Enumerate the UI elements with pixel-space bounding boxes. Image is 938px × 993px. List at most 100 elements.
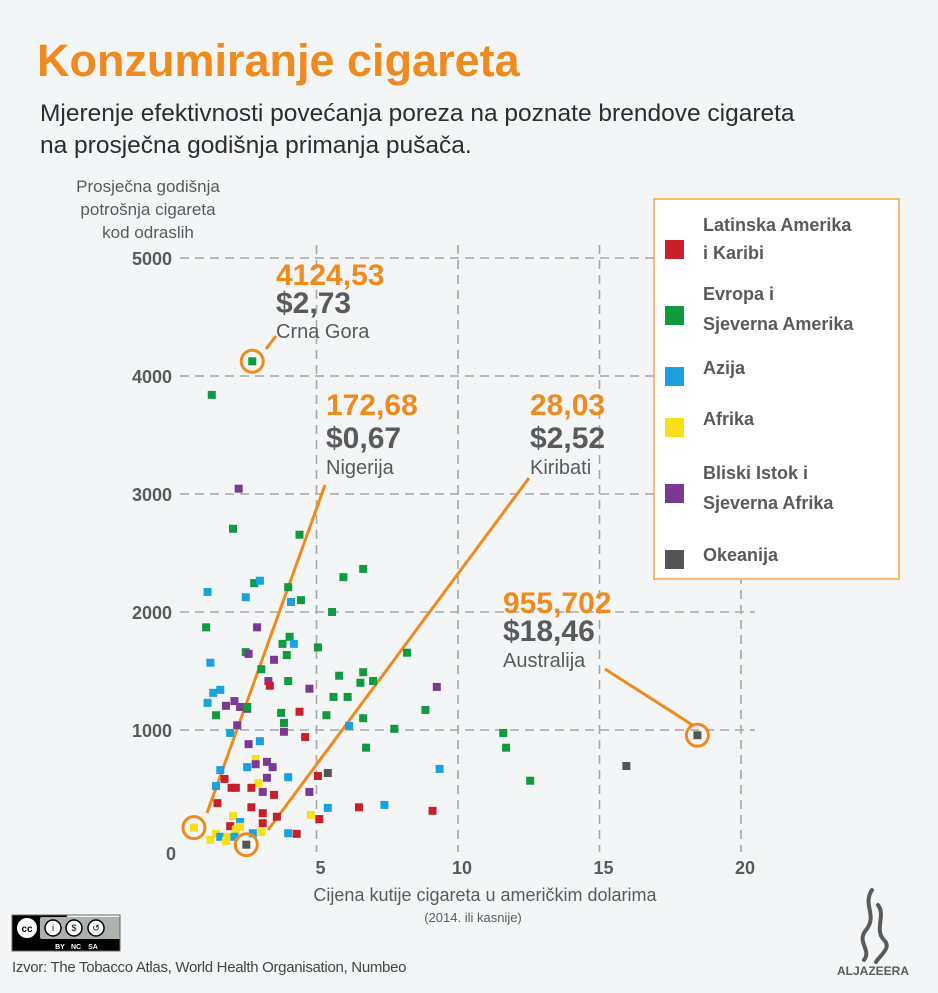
data-point <box>359 714 368 723</box>
annotation-country: Kiribati <box>530 457 591 479</box>
cc-license-badge[interactable]: cc i $ ↺ BY NC SA <box>11 914 121 952</box>
data-point <box>278 639 287 648</box>
x-tick-label: 10 <box>452 858 472 878</box>
annotation-value: 172,68 <box>326 389 418 422</box>
legend-item: Latinska Amerika i Karibi <box>665 215 852 263</box>
data-point <box>230 697 239 706</box>
legend-item: Bliski Istok i Sjeverna Afrika <box>665 463 834 513</box>
x-axis-title: Cijena kutije cigareta u američkim dolar… <box>313 885 657 905</box>
data-point <box>362 743 371 752</box>
data-point <box>301 733 310 742</box>
annotation-price: $0,67 <box>326 422 401 455</box>
data-point <box>282 651 291 660</box>
data-point <box>255 576 264 585</box>
data-point <box>329 692 338 701</box>
data-point <box>292 829 301 838</box>
data-point <box>270 790 279 799</box>
data-point <box>203 587 212 596</box>
svg-text:↺: ↺ <box>92 923 100 933</box>
annotation-value: 28,03 <box>530 389 605 422</box>
data-point <box>268 763 277 772</box>
data-point <box>216 685 225 694</box>
legend-swatch <box>665 367 684 386</box>
svg-text:$: $ <box>71 923 76 933</box>
data-point <box>203 698 212 707</box>
data-point <box>356 678 365 687</box>
annotation-price: $2,73 <box>276 287 351 320</box>
data-point <box>323 769 332 778</box>
data-point <box>226 728 235 737</box>
highlight-circle <box>684 722 710 748</box>
data-point <box>242 840 251 849</box>
legend-label: Afrika <box>703 409 755 429</box>
x-tick-label: 5 <box>315 858 325 878</box>
highlight-circle <box>233 832 259 858</box>
data-point <box>526 776 535 785</box>
data-point <box>313 643 322 652</box>
legend: Latinska Amerika i Karibi Evropa i Sjeverna… <box>653 198 900 580</box>
data-point <box>247 783 256 792</box>
logo-text: ALJAZEERA <box>837 964 909 978</box>
data-point <box>231 825 240 834</box>
data-point <box>255 737 264 746</box>
data-point <box>212 829 221 838</box>
logo-calligraphy-icon <box>860 888 889 964</box>
data-point <box>305 684 314 693</box>
legend-swatch <box>665 418 684 437</box>
data-point <box>251 754 260 763</box>
data-point <box>339 573 348 582</box>
data-point <box>206 658 215 667</box>
data-point <box>202 623 211 632</box>
legend-label: Bliski Istok i <box>703 463 808 483</box>
y-tick-label: 1000 <box>132 721 172 741</box>
legend-label: Azija <box>703 358 746 378</box>
data-point <box>359 564 368 573</box>
data-point <box>295 530 304 539</box>
aljazeera-logo: ALJAZEERA <box>837 888 909 978</box>
legend-swatch <box>665 306 684 325</box>
data-point <box>262 773 271 782</box>
y-axis-title-line: Prosječna godišnja <box>76 177 220 196</box>
svg-text:cc: cc <box>21 924 33 935</box>
data-point <box>229 524 238 533</box>
legend-box <box>653 198 900 580</box>
highlight-circle <box>239 348 265 374</box>
source-note: Izvor: The Tobacco Atlas, World Health O… <box>12 959 406 976</box>
svg-text:i: i <box>52 923 54 933</box>
license-nc: NC <box>71 944 81 951</box>
data-point <box>502 743 511 752</box>
data-point <box>428 806 437 815</box>
y-axis-ticks: 0 1000 2000 3000 4000 5000 <box>132 249 176 864</box>
data-point <box>244 740 253 749</box>
sa-icon <box>87 919 105 937</box>
data-point <box>403 648 412 657</box>
data-point <box>270 655 279 664</box>
data-point <box>432 682 441 691</box>
data-point <box>229 812 238 821</box>
license-sa: SA <box>88 944 98 951</box>
y-tick-label: 4000 <box>132 367 172 387</box>
data-point <box>230 832 239 841</box>
annotation-country: Nigerija <box>326 457 395 479</box>
legend-label: Sjeverna Afrika <box>703 493 834 513</box>
data-point <box>380 800 389 809</box>
data-point <box>212 782 221 791</box>
data-point <box>284 677 293 686</box>
data-point <box>248 357 257 366</box>
legend-label: Sjeverna Amerika <box>703 314 854 334</box>
data-point <box>622 761 631 770</box>
data-point <box>359 668 368 677</box>
data-point <box>241 593 250 602</box>
data-point <box>279 718 288 727</box>
data-point <box>262 757 271 766</box>
legend-item: Okeanija <box>665 545 779 569</box>
data-point <box>328 608 337 616</box>
by-icon <box>44 919 62 937</box>
data-point <box>343 692 352 701</box>
data-point <box>221 701 230 710</box>
